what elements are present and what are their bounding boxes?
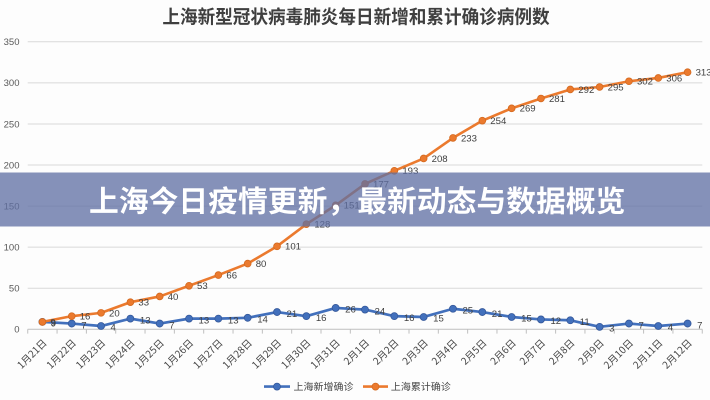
svg-text:9: 9 [51,318,56,329]
svg-text:25: 25 [462,305,473,316]
svg-text:20: 20 [109,308,120,319]
svg-text:250: 250 [4,119,20,130]
svg-text:313: 313 [696,68,710,79]
svg-text:208: 208 [432,154,448,165]
svg-text:14: 14 [257,315,268,326]
svg-text:16: 16 [80,312,91,323]
svg-text:0: 0 [14,325,19,336]
svg-text:350: 350 [4,37,20,48]
svg-text:13: 13 [140,315,151,326]
svg-text:40: 40 [168,292,179,303]
svg-text:7: 7 [697,320,702,331]
svg-text:269: 269 [520,104,536,115]
svg-text:15: 15 [521,314,532,325]
svg-text:200: 200 [4,160,20,171]
svg-text:13: 13 [199,315,210,326]
svg-text:101: 101 [285,242,301,253]
svg-text:7: 7 [169,320,174,331]
svg-text:302: 302 [637,77,653,88]
svg-text:15: 15 [433,314,444,325]
svg-text:3: 3 [609,324,614,335]
svg-text:295: 295 [608,82,624,93]
svg-text:7: 7 [638,320,643,331]
svg-text:300: 300 [4,78,20,89]
svg-text:254: 254 [490,116,507,127]
svg-text:66: 66 [226,270,237,281]
svg-text:4: 4 [668,323,674,334]
svg-text:80: 80 [256,259,267,270]
svg-text:306: 306 [666,73,682,84]
svg-text:13: 13 [228,315,239,326]
svg-text:12: 12 [550,316,561,327]
svg-text:292: 292 [578,85,594,96]
svg-text:9: 9 [50,317,55,328]
svg-text:16: 16 [316,313,327,324]
svg-text:16: 16 [404,313,415,324]
svg-text:33: 33 [138,298,149,309]
svg-text:233: 233 [461,133,477,144]
svg-text:100: 100 [4,242,20,253]
svg-text:21: 21 [287,309,298,320]
svg-text:24: 24 [375,306,386,317]
svg-text:50: 50 [9,284,20,295]
svg-text:53: 53 [197,281,208,292]
svg-text:281: 281 [549,94,565,105]
svg-text:4: 4 [111,323,117,334]
svg-text:193: 193 [402,166,418,177]
svg-text:21: 21 [492,309,503,320]
svg-text:26: 26 [345,305,356,316]
svg-text:7: 7 [81,320,86,331]
svg-text:11: 11 [580,317,590,328]
